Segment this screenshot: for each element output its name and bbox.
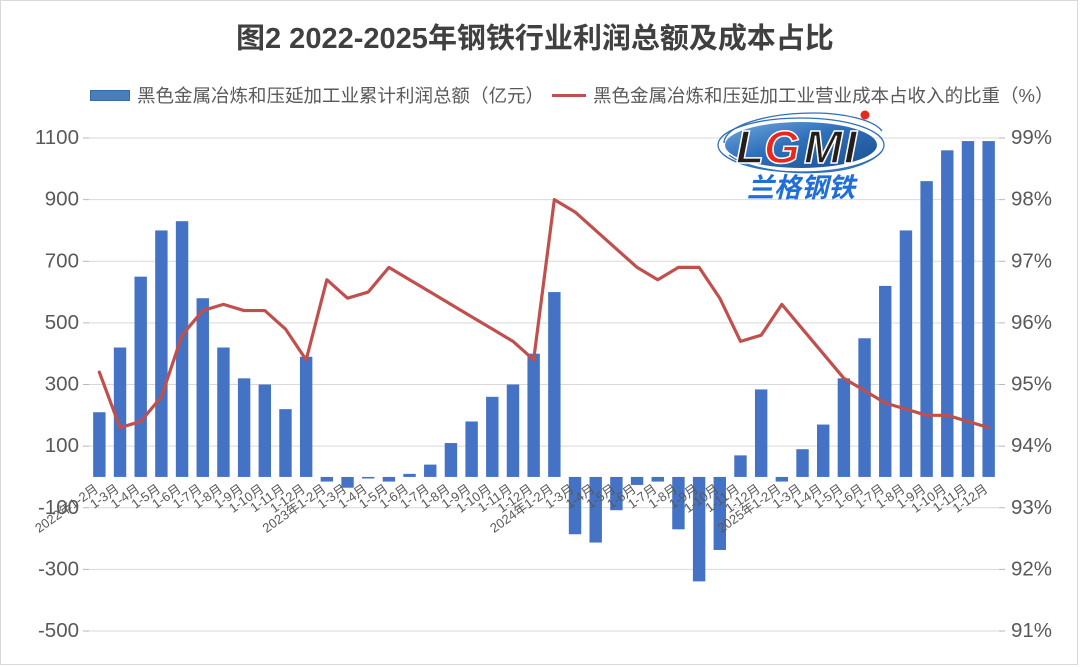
svg-text:兰格钢铁: 兰格钢铁 bbox=[747, 173, 858, 203]
svg-text:G: G bbox=[764, 121, 800, 173]
svg-text:700: 700 bbox=[45, 249, 79, 272]
svg-text:97%: 97% bbox=[1011, 249, 1052, 272]
svg-text:L: L bbox=[736, 121, 764, 173]
svg-text:300: 300 bbox=[45, 373, 79, 396]
svg-text:900: 900 bbox=[45, 188, 79, 211]
svg-text:95%: 95% bbox=[1011, 373, 1052, 396]
svg-text:96%: 96% bbox=[1011, 311, 1052, 334]
svg-text:-300: -300 bbox=[38, 557, 79, 580]
svg-text:99%: 99% bbox=[1011, 126, 1052, 149]
svg-text:1100: 1100 bbox=[35, 126, 79, 149]
svg-text:92%: 92% bbox=[1011, 557, 1052, 580]
svg-text:M: M bbox=[804, 121, 844, 173]
svg-text:93%: 93% bbox=[1011, 496, 1052, 519]
svg-text:500: 500 bbox=[45, 311, 79, 334]
svg-text:94%: 94% bbox=[1011, 434, 1052, 457]
svg-text:91%: 91% bbox=[1011, 619, 1052, 642]
svg-text:-500: -500 bbox=[38, 619, 79, 642]
svg-text:I: I bbox=[844, 121, 858, 173]
svg-text:100: 100 bbox=[45, 434, 79, 457]
svg-text:98%: 98% bbox=[1011, 188, 1052, 211]
